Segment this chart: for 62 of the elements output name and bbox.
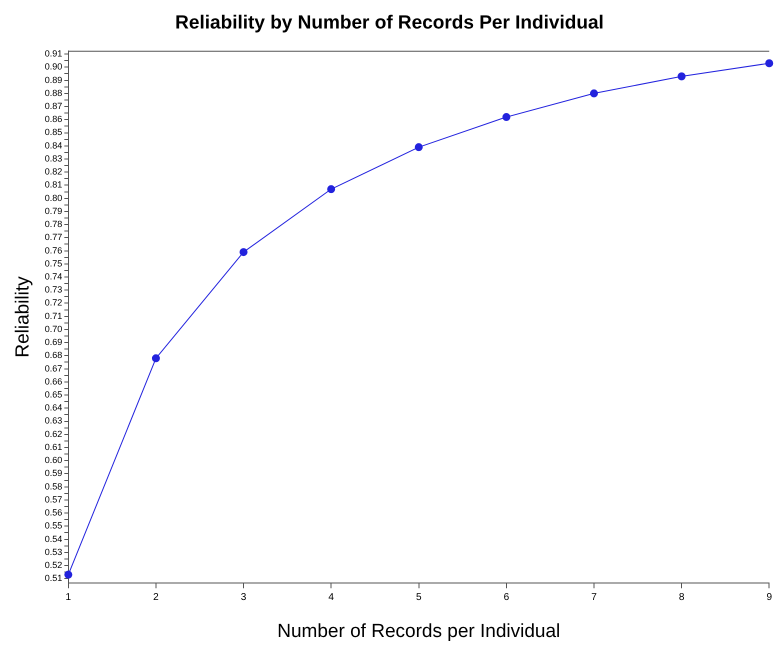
x-tick-label: 8 bbox=[678, 592, 685, 603]
point bbox=[502, 113, 510, 122]
y-tick-label: 0.61 bbox=[44, 442, 62, 452]
point bbox=[327, 185, 336, 194]
y-tick-label: 0.79 bbox=[44, 206, 62, 216]
x-tick-label: 4 bbox=[328, 592, 334, 603]
x-tick-label: 6 bbox=[504, 592, 510, 603]
y-tick-label: 0.68 bbox=[44, 350, 62, 360]
y-tick-label: 0.72 bbox=[44, 298, 62, 308]
x-axis-title: Number of Records per Individual bbox=[277, 620, 560, 642]
x-tick-label: 5 bbox=[416, 592, 422, 603]
y-tick-label: 0.91 bbox=[44, 48, 62, 59]
y-tick-label: 0.70 bbox=[44, 324, 62, 334]
y-tick-label: 0.51 bbox=[44, 573, 62, 584]
y-tick-label: 0.85 bbox=[44, 127, 62, 138]
y-tick-label: 0.90 bbox=[44, 62, 62, 72]
y-tick-label: 0.59 bbox=[44, 468, 62, 478]
y-tick-label: 0.64 bbox=[44, 402, 62, 413]
y-tick-label: 0.66 bbox=[44, 376, 62, 386]
point bbox=[590, 89, 598, 98]
y-tick-label: 0.80 bbox=[44, 192, 62, 203]
y-tick-label: 0.77 bbox=[44, 232, 62, 242]
y-tick-label: 0.62 bbox=[44, 428, 62, 439]
y-tick-label: 0.89 bbox=[44, 74, 62, 85]
x-tick-label: 9 bbox=[766, 592, 772, 603]
point bbox=[240, 248, 248, 256]
x-tick-label: 7 bbox=[591, 592, 598, 603]
y-tick-label: 0.74 bbox=[44, 271, 62, 282]
x-tick-label: 1 bbox=[66, 592, 72, 603]
y-tick-label: 0.54 bbox=[44, 534, 62, 544]
y-tick-label: 0.65 bbox=[44, 390, 62, 400]
chart-title: Reliability by Number of Records Per Individual bbox=[175, 12, 604, 34]
y-tick-label: 0.73 bbox=[44, 284, 62, 295]
y-tick-label: 0.84 bbox=[44, 140, 62, 150]
y-tick-label: 0.57 bbox=[44, 494, 62, 504]
point bbox=[64, 570, 72, 579]
y-tick-label: 0.56 bbox=[44, 508, 62, 518]
y-tick-label: 0.55 bbox=[44, 520, 62, 531]
y-tick-label: 0.78 bbox=[44, 219, 62, 230]
y-tick-label: 0.67 bbox=[44, 363, 62, 374]
y-tick-label: 0.81 bbox=[44, 180, 62, 190]
y-axis-title: Reliability bbox=[12, 276, 34, 358]
x-tick-label: 2 bbox=[153, 592, 160, 603]
y-tick-label: 0.52 bbox=[44, 560, 62, 570]
y-tick-label: 0.75 bbox=[44, 258, 62, 268]
y-tick-label: 0.87 bbox=[44, 101, 62, 112]
y-tick-label: 0.82 bbox=[44, 166, 62, 177]
x-tick-label: 3 bbox=[240, 592, 247, 603]
point bbox=[765, 59, 774, 68]
point bbox=[152, 354, 160, 362]
point bbox=[414, 143, 423, 152]
y-tick-label: 0.76 bbox=[44, 245, 62, 256]
y-tick-label: 0.60 bbox=[44, 455, 62, 466]
y-tick-label: 0.71 bbox=[44, 310, 62, 321]
y-tick-label: 0.69 bbox=[44, 337, 62, 348]
y-tick-label: 0.88 bbox=[44, 88, 62, 98]
y-tick-label: 0.63 bbox=[44, 416, 62, 426]
y-tick-label: 0.83 bbox=[44, 153, 62, 164]
y-tick-label: 0.53 bbox=[44, 546, 62, 557]
y-tick-label: 0.58 bbox=[44, 481, 62, 492]
y-tick-label: 0.86 bbox=[44, 114, 62, 124]
point bbox=[678, 72, 686, 80]
